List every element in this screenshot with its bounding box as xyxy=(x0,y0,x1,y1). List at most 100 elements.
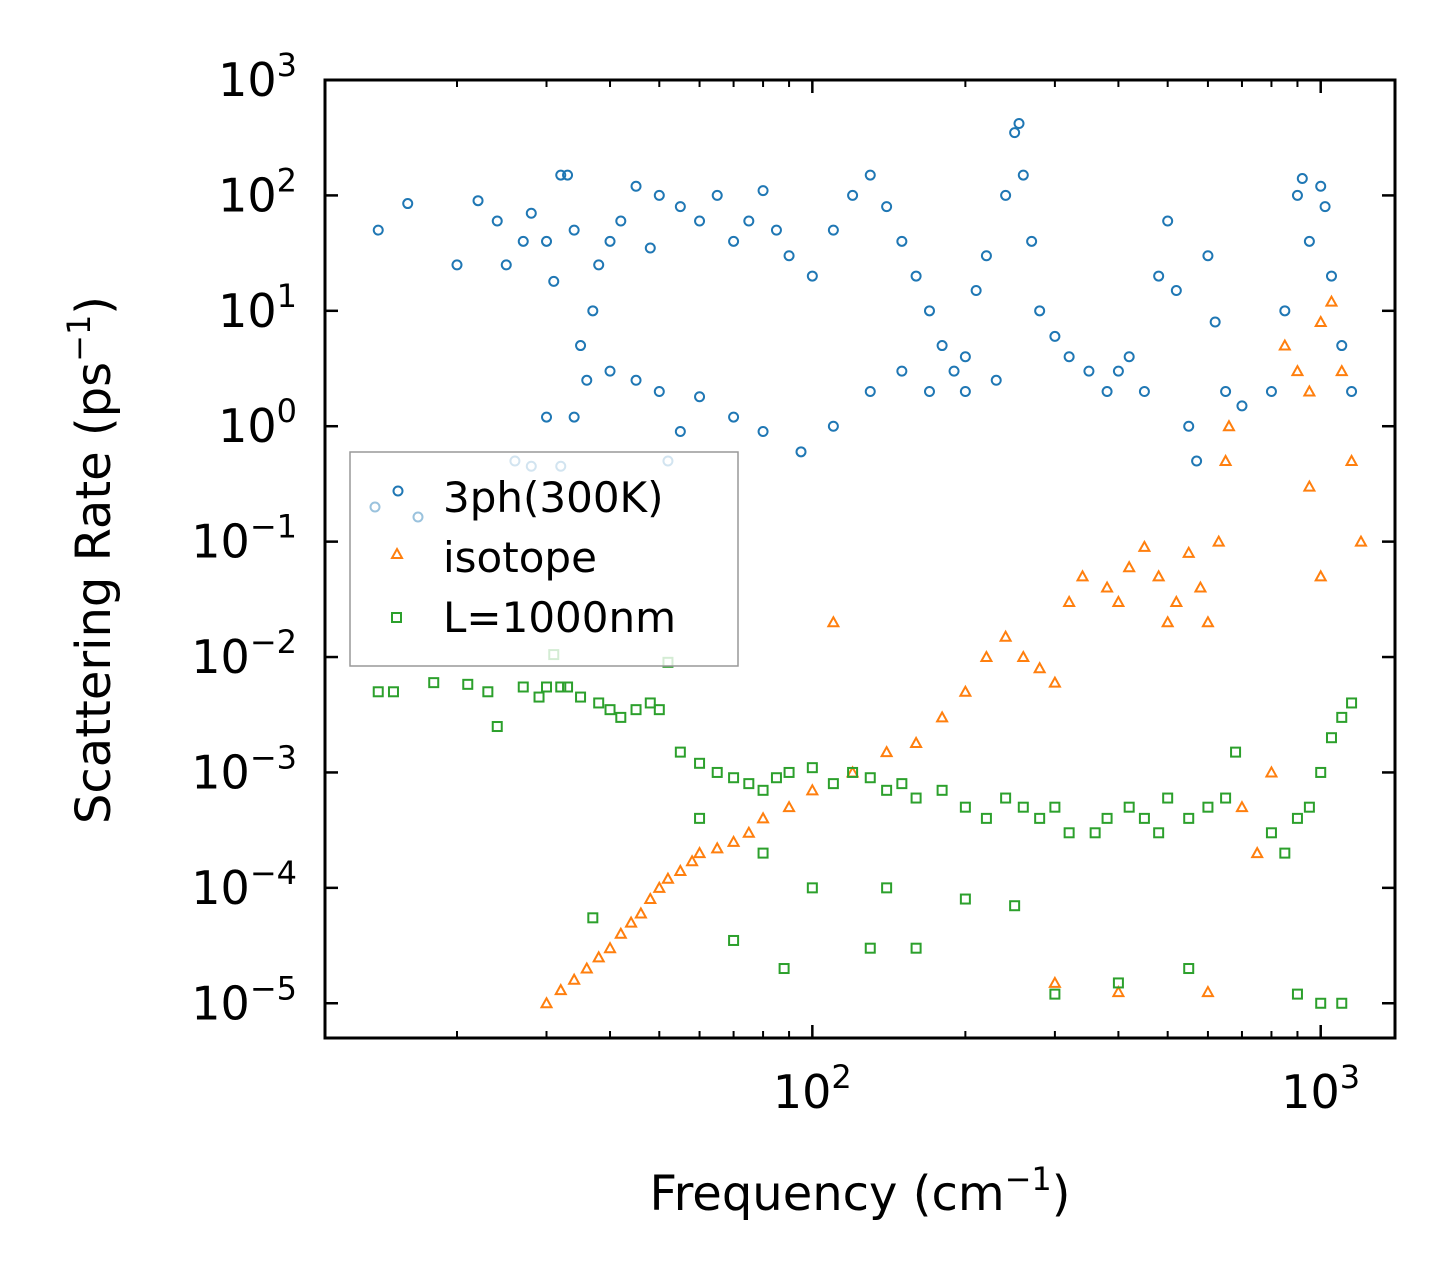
data-point xyxy=(1218,453,1233,466)
data-point xyxy=(615,215,627,227)
data-point xyxy=(1153,827,1165,839)
data-point xyxy=(1151,569,1166,582)
data-point xyxy=(1302,384,1317,397)
data-point xyxy=(1336,997,1348,1009)
data-point xyxy=(1291,812,1303,824)
data-point xyxy=(548,275,560,287)
data-point xyxy=(1220,385,1232,397)
axis-ticks xyxy=(325,78,1395,1038)
data-series-layer xyxy=(372,117,1368,1009)
data-point xyxy=(674,426,686,438)
data-point xyxy=(935,710,949,723)
data-point xyxy=(1314,569,1328,582)
legend-marker-circle xyxy=(369,501,381,513)
data-point xyxy=(575,691,587,703)
data-point xyxy=(1017,169,1029,181)
data-point xyxy=(948,365,960,377)
data-point xyxy=(881,784,893,796)
data-point xyxy=(1138,812,1150,824)
data-point xyxy=(581,374,593,386)
data-point xyxy=(847,766,859,778)
data-point xyxy=(517,235,529,247)
data-point xyxy=(1013,117,1025,129)
data-point xyxy=(604,365,616,377)
data-point xyxy=(1032,661,1047,674)
data-point xyxy=(1265,827,1277,839)
data-point xyxy=(653,385,665,397)
legend-marker-square xyxy=(391,612,402,623)
data-point xyxy=(864,942,876,954)
data-point xyxy=(1183,963,1195,975)
data-point xyxy=(587,305,599,317)
data-point xyxy=(1314,314,1328,327)
data-point xyxy=(1026,235,1038,247)
data-point xyxy=(1089,827,1101,839)
data-point xyxy=(1303,801,1315,813)
y-tick-label: 103 xyxy=(218,46,297,107)
data-point xyxy=(770,772,782,784)
data-point xyxy=(1100,580,1114,593)
data-point xyxy=(1202,250,1214,262)
data-point xyxy=(827,420,839,432)
data-point xyxy=(1111,985,1126,998)
data-point xyxy=(539,996,554,1009)
data-point xyxy=(472,195,484,207)
data-point xyxy=(568,224,580,236)
y-tick-label: 102 xyxy=(218,161,297,222)
data-point xyxy=(1063,827,1075,839)
data-point xyxy=(998,629,1013,642)
data-point xyxy=(634,906,648,919)
data-point xyxy=(1236,400,1248,412)
data-point xyxy=(554,983,568,996)
data-point xyxy=(806,762,818,774)
data-point xyxy=(757,426,769,438)
data-point xyxy=(1112,977,1124,989)
data-point xyxy=(742,825,756,838)
data-point xyxy=(1123,801,1135,813)
series-1 xyxy=(372,117,1358,472)
data-point xyxy=(525,207,537,219)
data-point xyxy=(990,374,1002,386)
data-point xyxy=(970,284,982,296)
data-point xyxy=(783,766,795,778)
data-point xyxy=(910,792,922,804)
legend-label-boundary: L=1000nm xyxy=(443,593,676,642)
legend-entry-isotope: isotope xyxy=(390,533,597,582)
data-point xyxy=(806,882,818,894)
data-point xyxy=(630,704,642,716)
data-point xyxy=(1325,732,1337,744)
data-point xyxy=(1336,340,1348,352)
data-point xyxy=(1344,453,1359,466)
plot-frame xyxy=(323,78,1397,1040)
data-point xyxy=(1153,270,1165,282)
data-point xyxy=(1034,305,1046,317)
data-point xyxy=(652,880,666,893)
data-point xyxy=(728,772,740,784)
data-point xyxy=(1112,365,1124,377)
data-point xyxy=(864,385,876,397)
data-point xyxy=(710,841,724,854)
data-point xyxy=(462,678,474,690)
data-point xyxy=(728,235,740,247)
data-point xyxy=(1296,173,1308,185)
data-point xyxy=(1101,812,1113,824)
data-point xyxy=(643,891,657,905)
data-point xyxy=(782,800,796,813)
data-point xyxy=(1122,560,1136,573)
data-point xyxy=(604,704,616,716)
data-point xyxy=(1222,419,1236,432)
data-point xyxy=(1279,847,1291,859)
data-point xyxy=(1162,215,1174,227)
data-point xyxy=(428,677,440,689)
data-point xyxy=(555,681,567,693)
y-tick-label: 10−4 xyxy=(191,854,297,915)
data-point xyxy=(1169,594,1184,607)
data-point xyxy=(827,778,839,790)
data-point xyxy=(936,340,948,352)
x-tick-label: 102 xyxy=(773,1058,852,1119)
data-point xyxy=(881,882,893,894)
y-tick-label: 10−5 xyxy=(191,969,297,1030)
data-point xyxy=(372,686,384,698)
y-axis-label: Scattering Rate (ps−1) xyxy=(60,296,122,824)
data-point xyxy=(1138,385,1150,397)
